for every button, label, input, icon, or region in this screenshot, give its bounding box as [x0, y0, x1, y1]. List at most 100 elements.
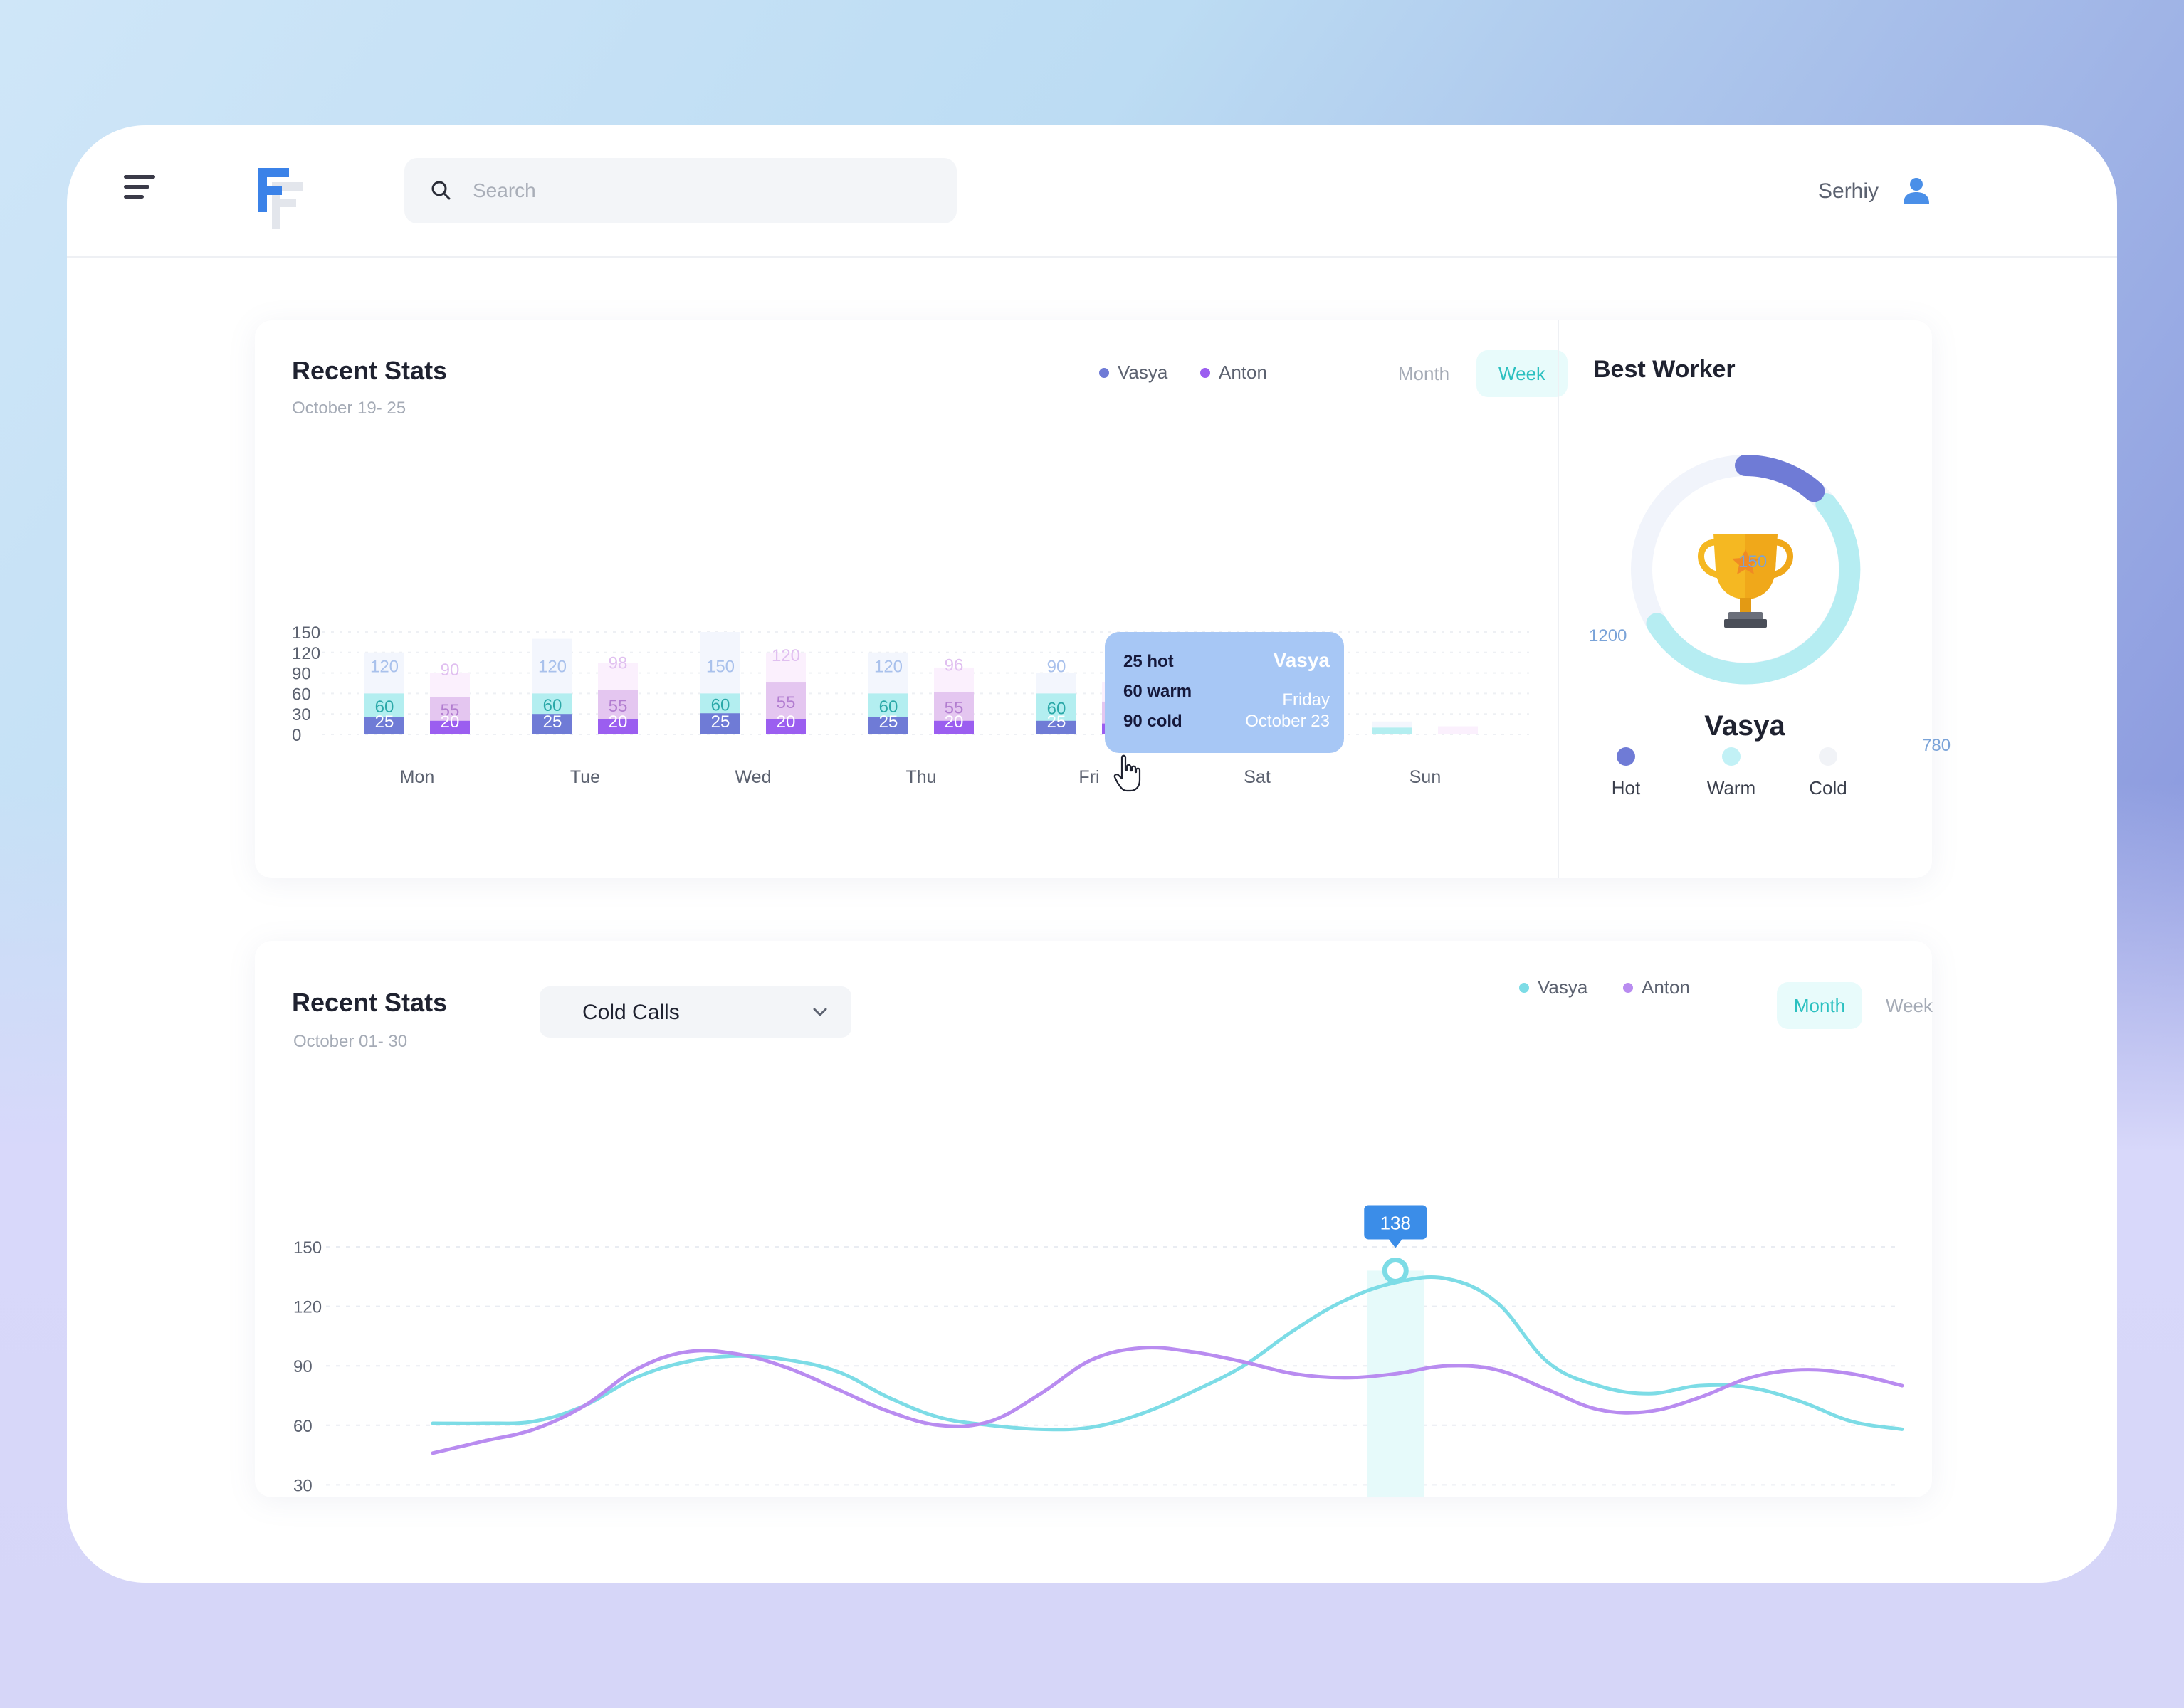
bar-hot-vasya-fri[interactable]: [1036, 720, 1076, 734]
line-legend-dot-vasya: [1519, 982, 1529, 993]
bar-value-label: 25: [711, 712, 730, 732]
bar-value-label: 55: [777, 693, 796, 712]
bar-y-tick: 0: [292, 726, 301, 745]
bar-y-tick: 60: [292, 685, 311, 704]
weekly-stats-date-range: October 19- 25: [292, 399, 406, 418]
bar-value-label: 90: [441, 660, 460, 680]
user-icon[interactable]: [1901, 175, 1932, 206]
donut-warm-segment: [1646, 493, 1861, 685]
bar-value-label: 60: [375, 697, 394, 717]
line-series-anton[interactable]: [431, 1346, 1904, 1455]
best-worker-name: Vasya: [1704, 710, 1785, 742]
weekly-stats-card: Recent Stats October 19- 25 Vasya Anton …: [255, 320, 1951, 878]
weekly-stats-title: Recent Stats: [292, 356, 448, 385]
bar-value-label: 150: [706, 657, 735, 676]
bar-hot-anton-tue[interactable]: [598, 719, 638, 734]
bar-hot-vasya-tue[interactable]: [532, 714, 572, 734]
bar-hot-anton-mon[interactable]: [430, 720, 470, 734]
donut-label-cold: 1200: [1589, 626, 1627, 645]
monthly-stats-card: Recent Stats October 01- 30 Cold Calls V…: [255, 941, 1933, 1497]
bar-value-label: 60: [711, 695, 730, 715]
monthly-stats-date-range: October 01- 30: [293, 1032, 408, 1051]
search-bar: [404, 158, 957, 223]
bar-hot-anton-thu[interactable]: [934, 720, 974, 734]
bar-cold-anton-sun[interactable]: [1438, 726, 1478, 734]
bar-value-label: 98: [609, 654, 628, 673]
category-dot-hot: [1617, 747, 1635, 766]
tooltip-day: Friday: [1282, 690, 1330, 710]
donut-hot-segment: [1735, 455, 1825, 502]
bar-value-label: 120: [874, 657, 903, 676]
line-legend-vasya: Vasya: [1519, 976, 1587, 998]
monthly-stats-title: Recent Stats: [292, 988, 448, 1017]
bar-x-tick: Sun: [1409, 767, 1441, 787]
top-bar: Serhiy: [67, 125, 2117, 258]
bar-value-label: 96: [945, 655, 964, 675]
bar-value-label: 25: [375, 712, 394, 732]
bar-value-label: 120: [370, 657, 399, 676]
trophy-icon: [1698, 534, 1793, 628]
card-divider: [1558, 320, 1559, 878]
bar-value-label: 25: [543, 712, 562, 732]
hamburger-menu-icon[interactable]: [124, 175, 157, 204]
username: Serhiy: [1818, 179, 1879, 203]
line-toggle-week[interactable]: Week: [1886, 994, 1933, 1016]
chevron-down-icon: [813, 1008, 827, 1016]
bar-value-label: 55: [945, 699, 964, 718]
bar-value-label: 60: [879, 697, 898, 717]
bar-warm-vasya-sun[interactable]: [1372, 727, 1412, 734]
bar-tooltip: 25 hot 60 warm 90 cold Vasya Friday Octo…: [1105, 632, 1344, 753]
bar-value-label: 120: [772, 646, 800, 665]
category-label-cold: Cold: [1809, 777, 1847, 798]
bar-x-tick: Fri: [1078, 767, 1099, 787]
donut-label-warm: 780: [1922, 736, 1951, 755]
weekly-bar-chart: 03060901201501206025905520Mon12060259855…: [292, 623, 1529, 787]
line-legend-dot-anton: [1623, 982, 1633, 993]
line-y-tick: 150: [293, 1238, 322, 1258]
line-toggle-month[interactable]: Month: [1777, 982, 1862, 1029]
metric-dropdown[interactable]: Cold Calls: [540, 986, 851, 1038]
legend-label-anton: Anton: [1219, 362, 1267, 383]
tooltip-warm: 60 warm: [1123, 682, 1192, 701]
bar-y-tick: 120: [292, 644, 320, 663]
app-window: Serhiy Recent Stats October 19- 25 Vasya…: [67, 125, 2117, 1583]
bar-value-label: 20: [441, 712, 460, 732]
line-y-tick: 120: [293, 1298, 322, 1317]
line-y-tick: 30: [293, 1476, 313, 1495]
bar-x-tick: Mon: [400, 767, 435, 787]
hand-cursor-icon: [1113, 754, 1141, 792]
tooltip-hot: 25 hot: [1123, 652, 1174, 671]
search-icon: [431, 181, 451, 200]
best-worker-title: Best Worker: [1593, 356, 1736, 383]
bar-value-label: 55: [609, 697, 628, 716]
legend-vasya: Vasya: [1099, 362, 1167, 384]
bar-hot-vasya-mon[interactable]: [364, 717, 404, 734]
bar-value-label: 60: [543, 696, 562, 715]
bar-x-tick: Sat: [1244, 767, 1271, 787]
bar-value-label: 20: [945, 712, 964, 732]
best-worker-donut: [1631, 455, 1861, 685]
bar-hot-vasya-wed[interactable]: [700, 713, 740, 734]
toggle-week[interactable]: Week: [1476, 350, 1568, 397]
bar-hot-anton-wed[interactable]: [766, 719, 806, 734]
toggle-month[interactable]: Month: [1397, 362, 1450, 384]
dropdown-selected-value: Cold Calls: [582, 1001, 680, 1024]
highlight-value-label: 138: [1380, 1212, 1411, 1233]
category-dot-cold: [1819, 747, 1837, 766]
bar-value-label: 60: [1047, 700, 1066, 719]
donut-label-hot: 150: [1738, 552, 1768, 571]
line-series-vasya[interactable]: [431, 1275, 1904, 1432]
highlight-point[interactable]: [1382, 1257, 1409, 1284]
category-cold: Cold: [1785, 747, 1871, 799]
search-input[interactable]: [473, 158, 928, 223]
bar-value-label: 25: [1047, 712, 1066, 732]
bar-y-tick: 150: [292, 623, 320, 643]
highlight-badge-pointer: [1388, 1238, 1403, 1248]
line-legend-anton: Anton: [1623, 976, 1690, 998]
highlight-column: [1367, 1270, 1424, 1497]
bar-y-tick: 30: [292, 705, 311, 724]
bar-hot-vasya-thu[interactable]: [868, 717, 908, 734]
category-hot: Hot: [1583, 747, 1669, 799]
bar-x-tick: Thu: [905, 767, 936, 787]
category-label-warm: Warm: [1706, 777, 1756, 798]
